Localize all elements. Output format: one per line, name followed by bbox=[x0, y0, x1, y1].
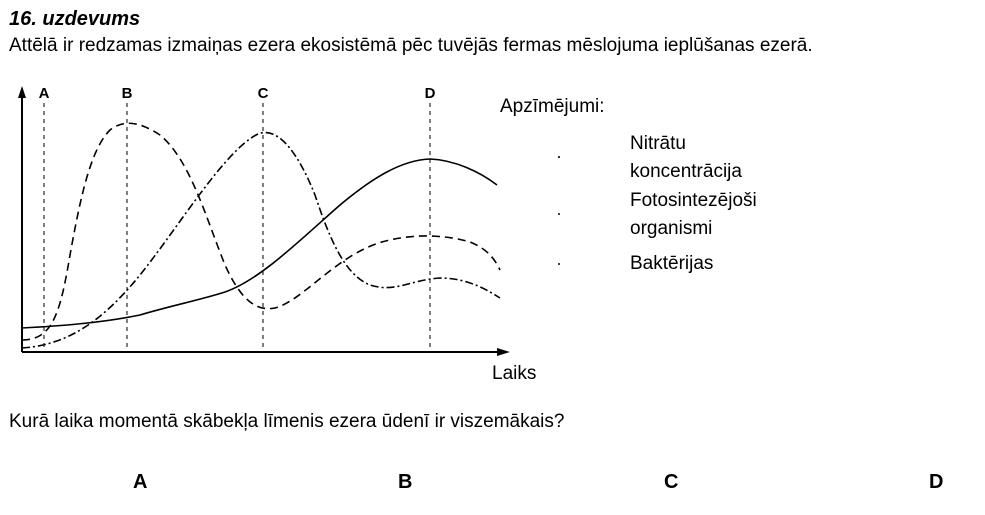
marker-label-c: C bbox=[258, 85, 269, 102]
x-axis-label: Laiks bbox=[492, 363, 536, 384]
legend-item-bacteria: Baktērijas bbox=[630, 250, 713, 278]
legend-item-nitrate: Nitrātu koncentrācija bbox=[630, 130, 742, 186]
answer-option-a[interactable]: A bbox=[133, 471, 148, 493]
y-axis-arrow bbox=[18, 86, 26, 98]
ecosystem-graph: A B C D Laiks bbox=[18, 85, 560, 384]
bacteria-curve bbox=[21, 158, 498, 329]
legend-item-photosynthetic: Fotosintezējoši organismi bbox=[630, 187, 757, 243]
marker-label-a: A bbox=[39, 85, 50, 102]
answer-option-c[interactable]: C bbox=[664, 471, 679, 493]
question-text: Kurā laika momentā skābekļa līmenis ezer… bbox=[9, 411, 565, 432]
legend-item-bacteria-line1: Baktērijas bbox=[630, 253, 714, 274]
legend-item-photosynthetic-line1: Fotosintezējoši bbox=[630, 190, 757, 211]
legend-item-nitrate-line2: koncentrācija bbox=[630, 161, 742, 182]
x-axis-arrow bbox=[497, 348, 510, 356]
task-intro: Attēlā ir redzamas izmaiņas ezera ekosis… bbox=[9, 35, 813, 56]
task-number: 16. uzdevums bbox=[9, 8, 141, 30]
legend-title: Apzīmējumi: bbox=[500, 96, 605, 117]
answer-option-b[interactable]: B bbox=[398, 471, 413, 493]
nitrate-curve bbox=[21, 122, 501, 341]
answer-option-d[interactable]: D bbox=[929, 471, 944, 493]
marker-label-b: B bbox=[122, 85, 133, 102]
legend-item-nitrate-line1: Nitrātu bbox=[630, 133, 686, 154]
marker-label-d: D bbox=[425, 85, 436, 102]
legend-item-photosynthetic-line2: organismi bbox=[630, 218, 713, 239]
photosynthetic-curve bbox=[21, 131, 501, 349]
